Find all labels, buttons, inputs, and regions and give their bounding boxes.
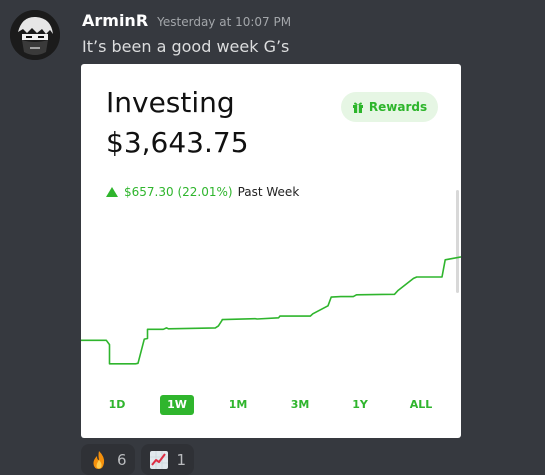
tab-1d[interactable]: 1D [108,398,126,411]
change-value: $657.30 (22.01%) [124,185,233,199]
card-title: Investing [106,86,235,119]
message-text: It’s been a good week G’s [82,37,290,56]
change-period: Past Week [237,185,300,199]
tab-1w[interactable]: 1W [160,395,194,415]
message-header: ArminR Yesterday at 10:07 PM [82,11,291,33]
avatar[interactable] [10,10,60,60]
reaction-count: 1 [176,450,187,469]
timestamp: Yesterday at 10:07 PM [157,15,292,29]
portfolio-line-chart [81,256,461,365]
fire-emoji-icon [93,450,105,469]
rewards-button[interactable]: Rewards [341,92,438,122]
reaction-chart-increasing[interactable]: 1 [140,444,195,475]
tab-1y[interactable]: 1Y [352,398,368,411]
rewards-label: Rewards [368,100,428,114]
scrollbar[interactable] [456,190,459,293]
chart-increasing-emoji-icon [149,450,168,469]
chart-series-line [81,256,461,365]
gift-icon [352,102,363,113]
tab-3m[interactable]: 3M [290,398,310,411]
up-arrow-icon [106,187,118,197]
tab-all[interactable]: ALL [409,398,433,411]
image-attachment[interactable]: Investing $3,643.75 Rewards $657.30 (22.… [81,64,461,438]
username[interactable]: ArminR [82,11,149,30]
reaction-count: 6 [117,450,127,469]
change-summary: $657.30 (22.01%) Past Week [106,184,299,200]
reaction-fire[interactable]: 6 [81,444,135,475]
tab-1m[interactable]: 1M [228,398,248,411]
reactions-bar: 6 1 [81,444,195,475]
portfolio-value: $3,643.75 [106,126,249,159]
